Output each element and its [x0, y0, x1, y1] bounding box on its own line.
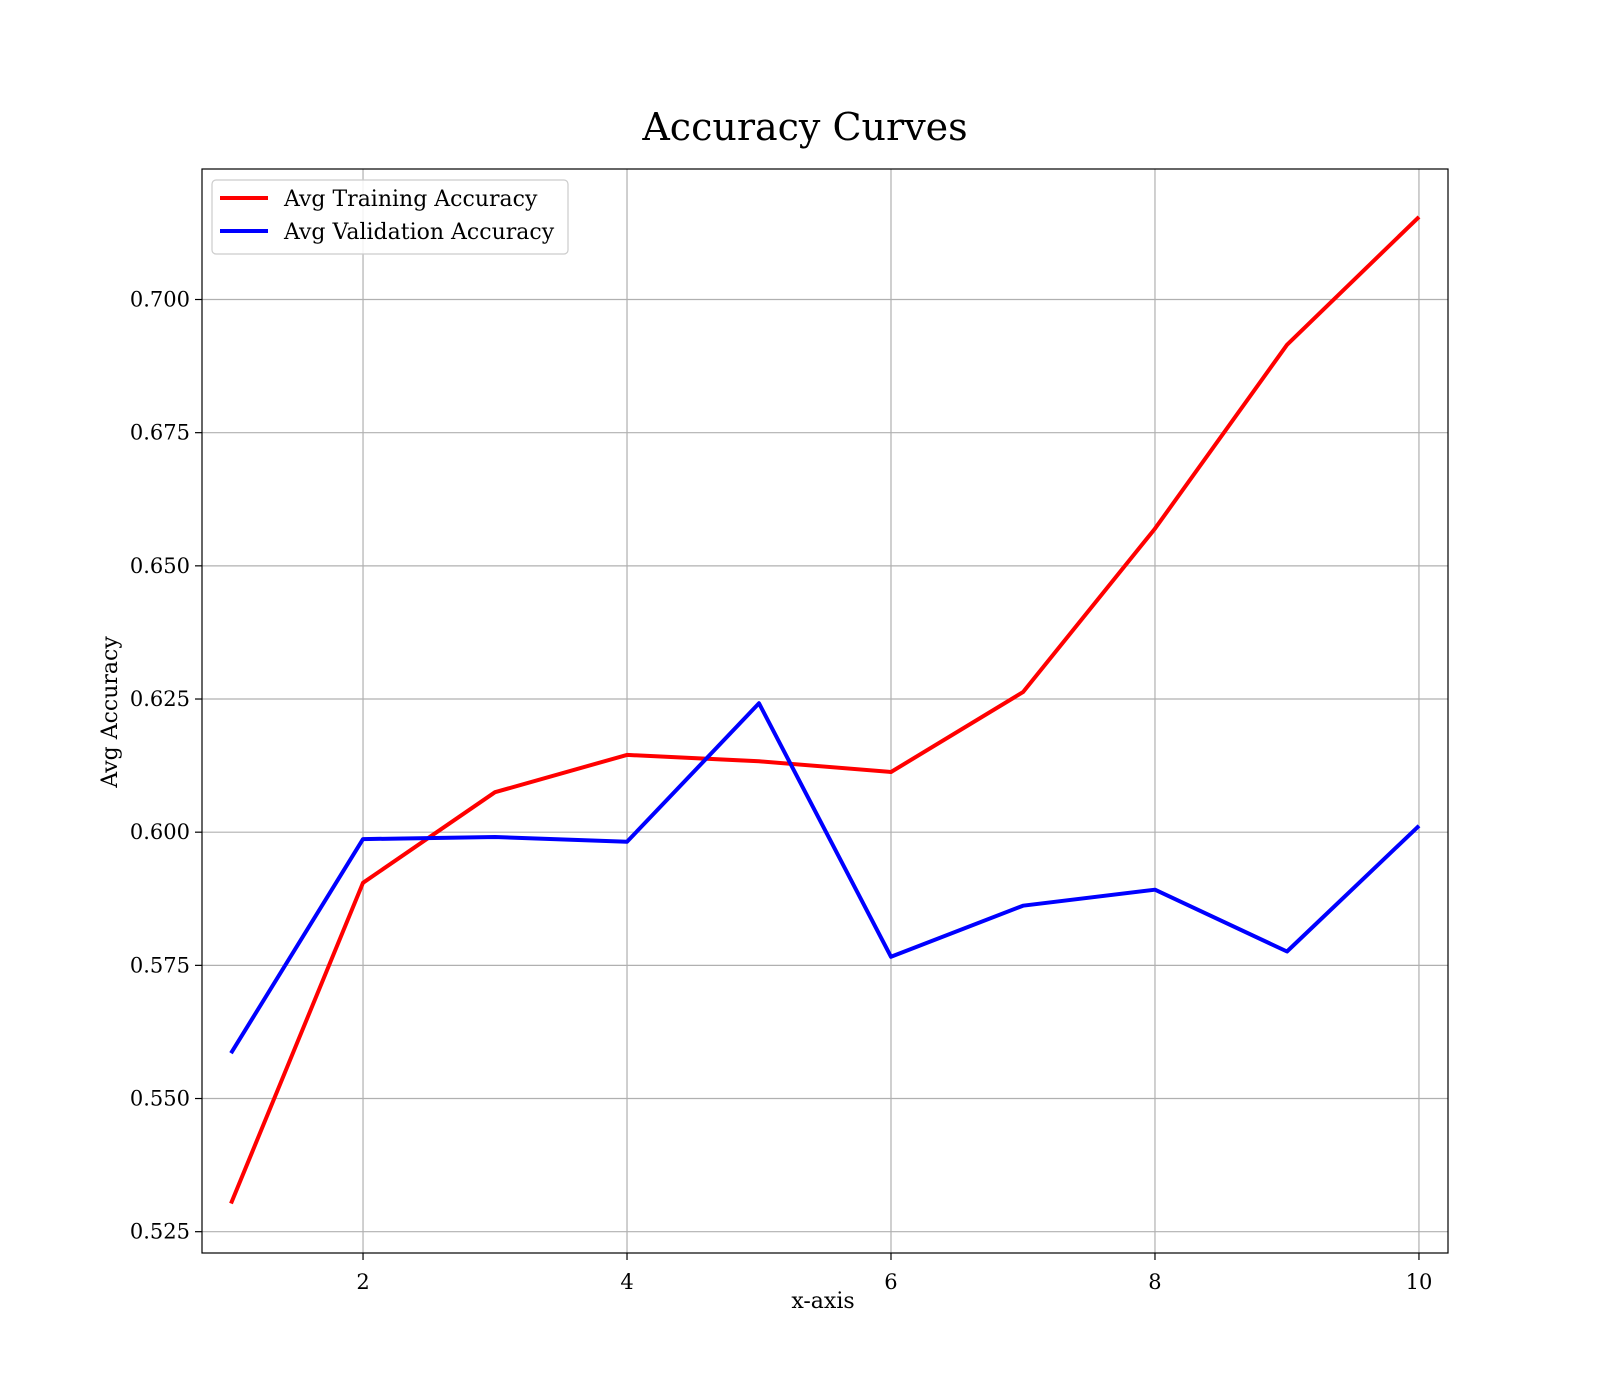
- y-tick-label: 0.675: [130, 421, 190, 445]
- series-lines: [229, 215, 1421, 1205]
- axis-ticks: 2 4 6 8 10 0.525 0.550 0.575 0.600 0.625 0.650 0.67…: [130, 288, 1432, 1294]
- y-tick-label: 0.575: [130, 953, 190, 977]
- y-tick-label: 0.600: [130, 820, 190, 844]
- y-tick-label: 0.625: [130, 687, 190, 711]
- x-tick-label: 6: [884, 1270, 897, 1294]
- legend: Avg Training Accuracy Avg Validation Accu…: [211, 179, 569, 255]
- y-tick-label: 0.525: [130, 1220, 190, 1244]
- avg-validation-accuracy-legend-label: Avg Validation Accuracy: [283, 220, 555, 245]
- y-tick-label: 0.650: [130, 554, 190, 578]
- avg-training-accuracy-legend-label: Avg Training Accuracy: [283, 187, 538, 212]
- legend-box: [211, 179, 569, 255]
- plot-frame: [201, 168, 1449, 1254]
- x-tick-label: 4: [620, 1270, 633, 1294]
- x-tick-label: 2: [356, 1270, 369, 1294]
- x-tick-label: 8: [1148, 1270, 1161, 1294]
- y-tick-label: 0.700: [130, 288, 190, 312]
- y-tick-label: 0.550: [130, 1087, 190, 1111]
- y-axis-label: Avg Accuracy: [98, 636, 123, 789]
- chart-title: Accuracy Curves: [641, 105, 967, 149]
- x-axis-label: x-axis: [791, 1289, 854, 1314]
- avg-validation-accuracy-line: [229, 701, 1421, 1055]
- avg-training-accuracy-line: [229, 215, 1421, 1205]
- x-tick-label: 10: [1406, 1270, 1433, 1294]
- grid-lines: [202, 169, 1448, 1253]
